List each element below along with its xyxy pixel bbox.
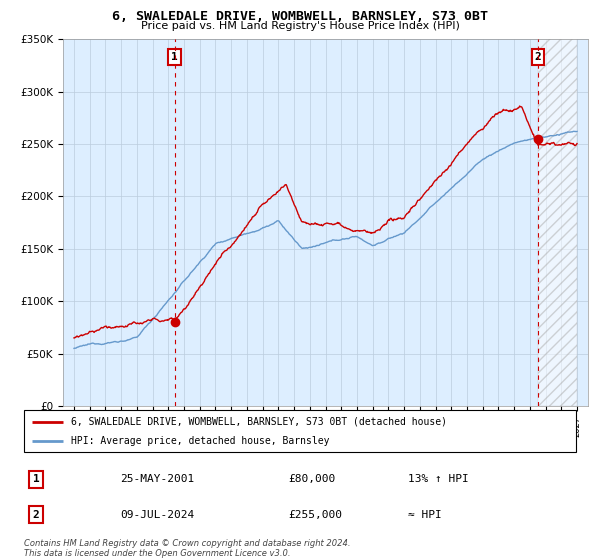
- Text: 6, SWALEDALE DRIVE, WOMBWELL, BARNSLEY, S73 0BT (detached house): 6, SWALEDALE DRIVE, WOMBWELL, BARNSLEY, …: [71, 417, 447, 427]
- Text: 2: 2: [32, 510, 40, 520]
- Text: £80,000: £80,000: [288, 474, 335, 484]
- Text: 1: 1: [171, 52, 178, 62]
- Text: 13% ↑ HPI: 13% ↑ HPI: [408, 474, 469, 484]
- Text: ≈ HPI: ≈ HPI: [408, 510, 442, 520]
- Text: 6, SWALEDALE DRIVE, WOMBWELL, BARNSLEY, S73 0BT: 6, SWALEDALE DRIVE, WOMBWELL, BARNSLEY, …: [112, 10, 488, 22]
- Text: Price paid vs. HM Land Registry's House Price Index (HPI): Price paid vs. HM Land Registry's House …: [140, 21, 460, 31]
- Text: 25-MAY-2001: 25-MAY-2001: [120, 474, 194, 484]
- Text: 09-JUL-2024: 09-JUL-2024: [120, 510, 194, 520]
- Text: Contains HM Land Registry data © Crown copyright and database right 2024.
This d: Contains HM Land Registry data © Crown c…: [24, 539, 350, 558]
- Text: 2: 2: [535, 52, 541, 62]
- Text: HPI: Average price, detached house, Barnsley: HPI: Average price, detached house, Barn…: [71, 436, 329, 446]
- Text: 1: 1: [32, 474, 40, 484]
- Text: £255,000: £255,000: [288, 510, 342, 520]
